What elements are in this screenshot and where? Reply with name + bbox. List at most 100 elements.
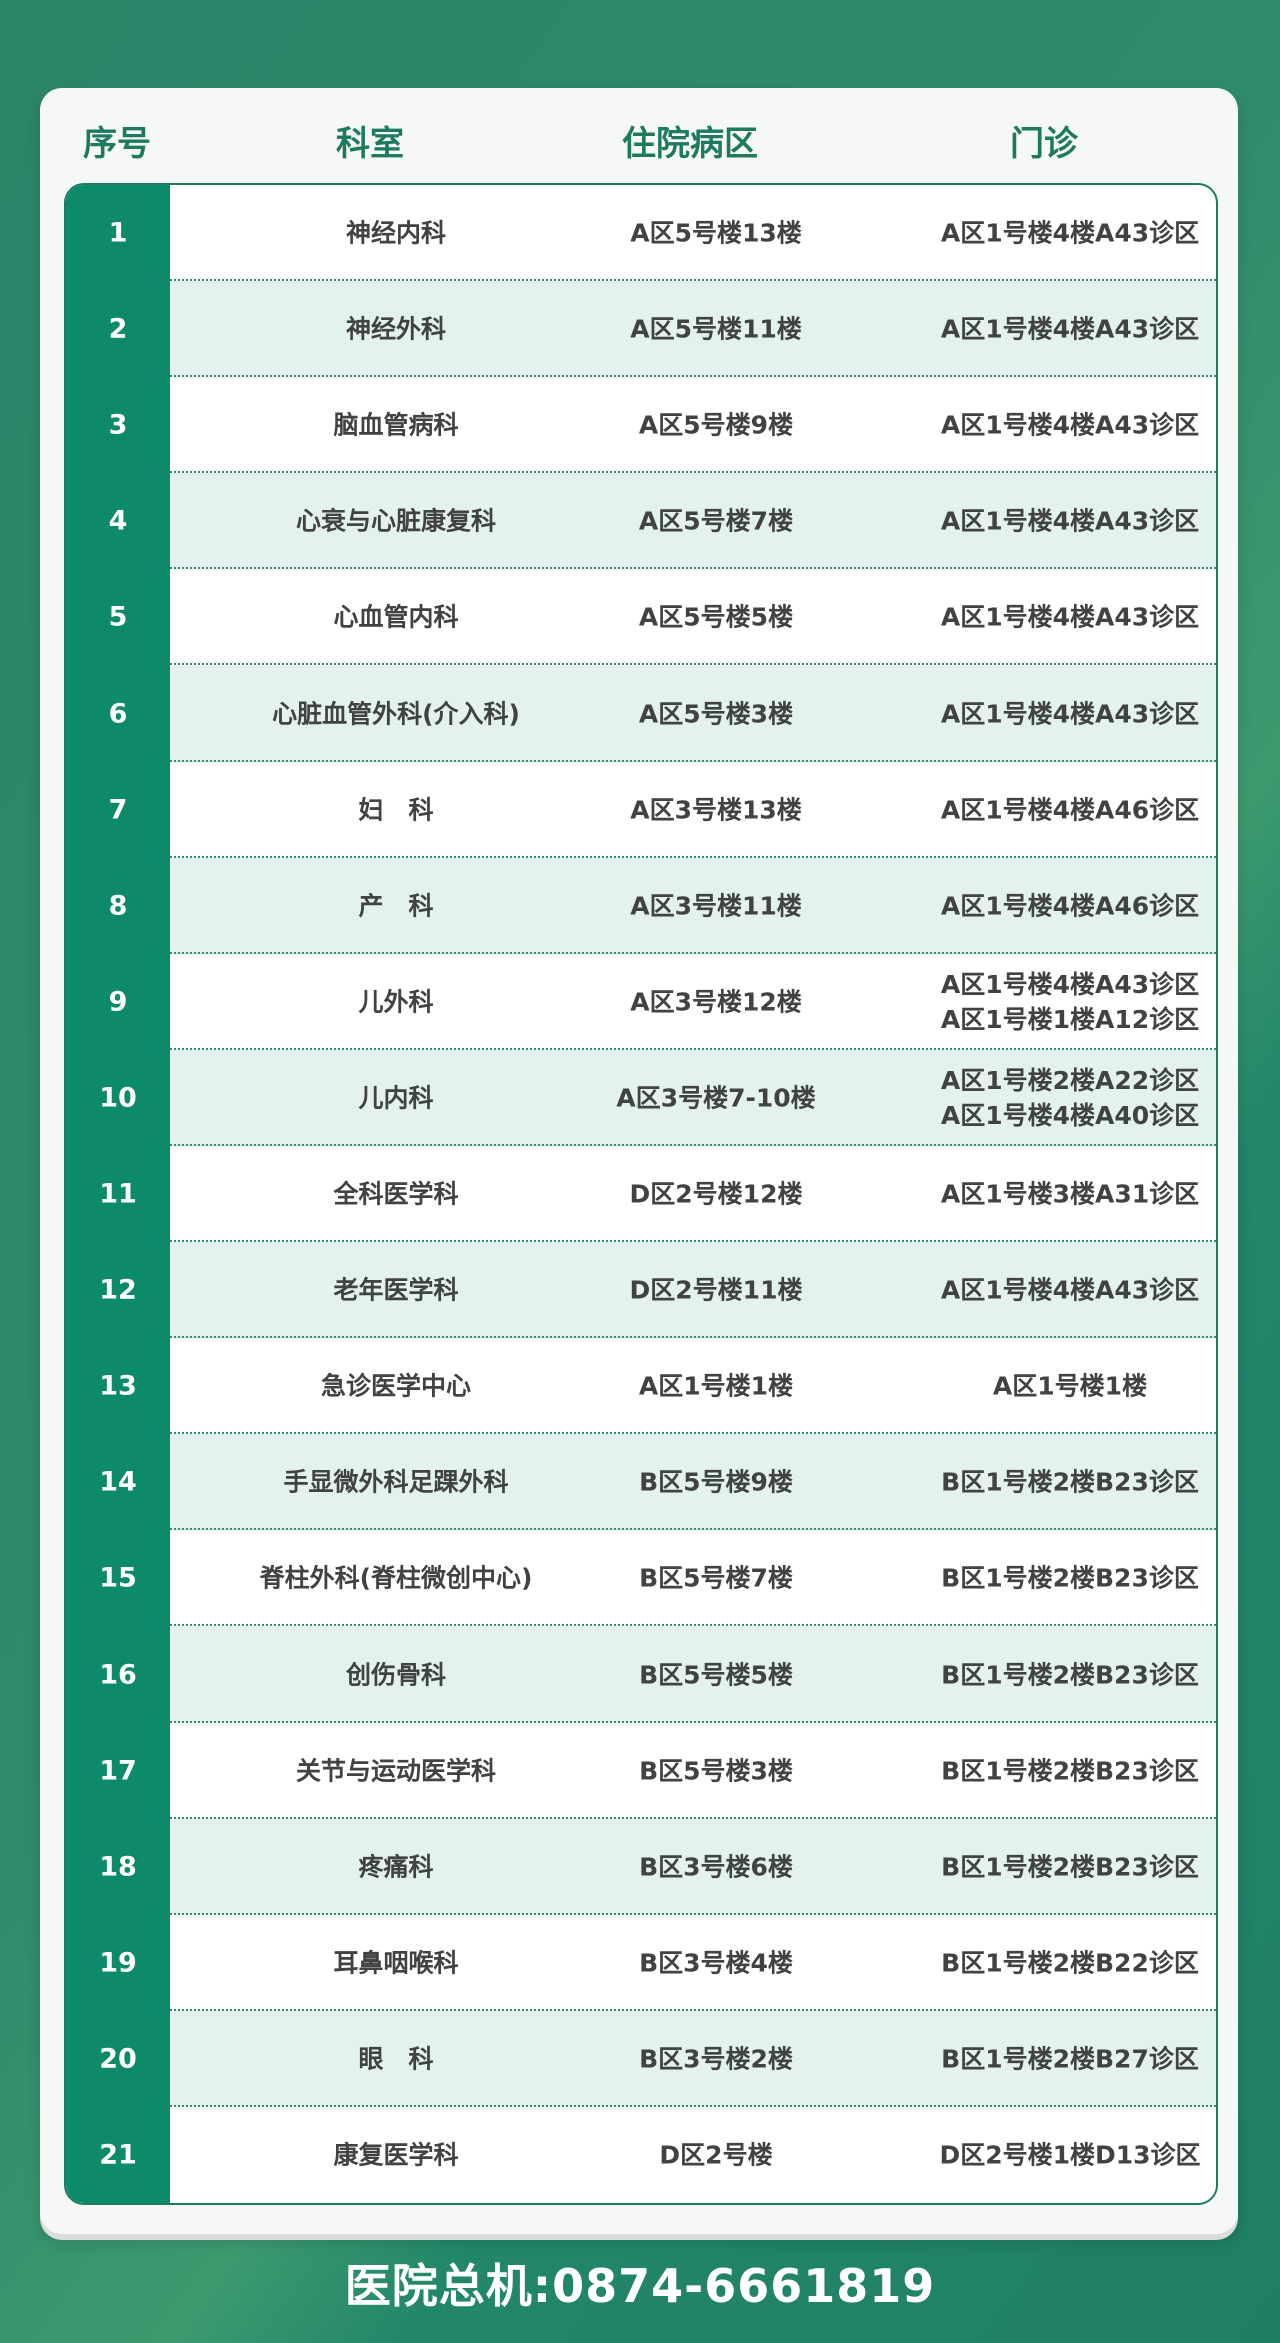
row-number: 3: [108, 409, 128, 441]
row-divider: [170, 759, 1216, 762]
department-name: 神经外科: [345, 314, 447, 344]
ward-location: A区5号楼5楼: [638, 602, 794, 632]
clinic-line: A区1号楼4楼A46诊区: [940, 795, 1200, 825]
clinic-location: A区1号楼4楼A43诊区 A区1号楼1楼A12诊区: [941, 967, 1199, 1037]
row-background: [170, 473, 1216, 570]
table-row: 6 心脏血管外科(介入科) A区5号楼3楼 A区1号楼4楼A43诊区: [66, 665, 1216, 762]
clinic-line: A区1号楼2楼A22诊区: [940, 1065, 1200, 1095]
department-name: 全科医学科: [333, 1179, 459, 1209]
clinic-line: B区1号楼2楼B23诊区: [941, 1756, 1199, 1786]
clinic-location: D区2号楼1楼D13诊区: [939, 2138, 1200, 2173]
clinic-line: B区1号楼2楼B22诊区: [941, 1948, 1199, 1978]
clinic-line: A区1号楼4楼A43诊区: [940, 699, 1200, 729]
clinic-line: A区1号楼4楼A43诊区: [940, 314, 1200, 344]
clinic-location: B区1号楼2楼B23诊区: [941, 1465, 1199, 1500]
clinic-line: B区1号楼2楼B27诊区: [941, 2044, 1199, 2074]
table-row: 5 心血管内科 A区5号楼5楼 A区1号楼4楼A43诊区: [66, 569, 1216, 666]
ward-location: B区3号楼6楼: [639, 1852, 793, 1882]
department-name: 心衰与心脏康复科: [295, 506, 497, 536]
clinic-location: A区1号楼4楼A43诊区: [941, 312, 1199, 347]
row-background: [170, 1049, 1216, 1146]
row-number: 13: [99, 1370, 137, 1402]
department-name: 脊柱外科(脊柱微创中心): [259, 1563, 533, 1593]
row-number: 15: [99, 1562, 137, 1594]
clinic-location: A区1号楼4楼A43诊区: [941, 408, 1199, 443]
table-row: 7 妇 科 A区3号楼13楼 A区1号楼4楼A46诊区: [66, 762, 1216, 858]
row-divider: [170, 1528, 1216, 1531]
ward-location: A区5号楼9楼: [638, 410, 794, 440]
row-background: [170, 2010, 1216, 2107]
row-background: [170, 1434, 1216, 1531]
ward-location: B区5号楼5楼: [639, 1660, 793, 1690]
table-row: 14 手显微外科足踝外科 B区5号楼9楼 B区1号楼2楼B23诊区: [66, 1434, 1216, 1531]
row-divider: [170, 567, 1216, 570]
row-background: [170, 1242, 1216, 1339]
department-name: 老年医学科: [333, 1275, 459, 1305]
table-row: 9 儿外科 A区3号楼12楼 A区1号楼4楼A43诊区 A区1号楼1楼A12诊区: [66, 954, 1216, 1050]
department-name: 神经内科: [345, 218, 447, 248]
table-row: 12 老年医学科 D区2号楼11楼 A区1号楼4楼A43诊区: [66, 1242, 1216, 1339]
clinic-line: B区1号楼2楼B23诊区: [941, 1563, 1199, 1593]
table-row: 4 心衰与心脏康复科 A区5号楼7楼 A区1号楼4楼A43诊区: [66, 473, 1216, 570]
clinic-location: A区1号楼4楼A43诊区: [941, 216, 1199, 251]
clinic-line: A区1号楼4楼A46诊区: [940, 891, 1200, 921]
ward-location: A区5号楼3楼: [638, 699, 794, 729]
ward-location: A区3号楼7-10楼: [616, 1083, 816, 1113]
row-background: [170, 281, 1216, 378]
row-number: 19: [99, 1947, 137, 1979]
department-name: 妇 科: [358, 795, 434, 825]
row-background: [170, 1626, 1216, 1723]
row-divider: [170, 375, 1216, 378]
table-row: 13 急诊医学中心 A区1号楼1楼 A区1号楼1楼: [66, 1338, 1216, 1435]
ward-location: B区3号楼4楼: [639, 1948, 793, 1978]
department-name: 创伤骨科: [345, 1660, 447, 1690]
row-number: 7: [108, 794, 128, 826]
clinic-location: B区1号楼2楼B23诊区: [941, 1849, 1199, 1884]
row-divider: [170, 1240, 1216, 1243]
row-divider: [170, 1720, 1216, 1723]
row-number: 12: [99, 1274, 137, 1306]
department-name: 耳鼻咽喉科: [333, 1948, 459, 1978]
row-background: [170, 665, 1216, 762]
row-divider: [170, 1143, 1216, 1146]
ward-location: A区5号楼11楼: [630, 314, 802, 344]
ward-location: D区2号楼11楼: [629, 1275, 803, 1305]
clinic-line: B区1号楼2楼B23诊区: [941, 1660, 1199, 1690]
ward-location: D区2号楼: [659, 2140, 773, 2170]
department-name: 关节与运动医学科: [295, 1756, 497, 1786]
clinic-line: B区1号楼2楼B23诊区: [941, 1467, 1199, 1497]
ward-location: A区3号楼11楼: [630, 891, 802, 921]
row-divider: [170, 1624, 1216, 1627]
ward-location: A区1号楼1楼: [638, 1371, 794, 1401]
clinic-line: A区1号楼3楼A31诊区: [940, 1179, 1200, 1209]
row-divider: [170, 855, 1216, 858]
row-divider: [170, 1432, 1216, 1435]
clinic-location: A区1号楼4楼A43诊区: [941, 504, 1199, 539]
table-row: 15 脊柱外科(脊柱微创中心) B区5号楼7楼 B区1号楼2楼B23诊区: [66, 1530, 1216, 1627]
row-divider: [170, 951, 1216, 954]
row-divider: [170, 2008, 1216, 2011]
header-ward: 住院病区: [622, 124, 758, 164]
department-name: 产 科: [358, 891, 434, 921]
clinic-line: A区1号楼4楼A43诊区: [940, 969, 1200, 999]
table-row: 11 全科医学科 D区2号楼12楼 A区1号楼3楼A31诊区: [66, 1146, 1216, 1243]
row-number: 4: [108, 505, 128, 537]
clinic-line: D区2号楼1楼D13诊区: [939, 2140, 1201, 2170]
clinic-line: A区1号楼4楼A40诊区: [940, 1100, 1200, 1130]
table-row: 19 耳鼻咽喉科 B区3号楼4楼 B区1号楼2楼B22诊区: [66, 1915, 1216, 2011]
ward-location: A区5号楼13楼: [630, 218, 802, 248]
department-table-card: 序号 科室 住院病区 门诊 1 神经内科 A区5号楼13楼 A区1号楼4楼A43诊区 2…: [40, 88, 1238, 2234]
row-divider: [170, 1047, 1216, 1050]
clinic-location: B区1号楼2楼B23诊区: [941, 1753, 1199, 1788]
row-background: [170, 1818, 1216, 1915]
clinic-location: A区1号楼4楼A46诊区: [941, 792, 1199, 827]
ward-location: A区3号楼12楼: [630, 987, 802, 1017]
ward-location: A区3号楼13楼: [630, 795, 802, 825]
department-name: 眼 科: [358, 2044, 434, 2074]
ward-location: B区3号楼2楼: [639, 2044, 793, 2074]
row-divider: [170, 1816, 1216, 1819]
row-number: 8: [108, 890, 128, 922]
row-divider: [170, 1912, 1216, 1915]
clinic-location: A区1号楼4楼A46诊区: [941, 888, 1199, 923]
table-row: 18 疼痛科 B区3号楼6楼 B区1号楼2楼B23诊区: [66, 1818, 1216, 1915]
